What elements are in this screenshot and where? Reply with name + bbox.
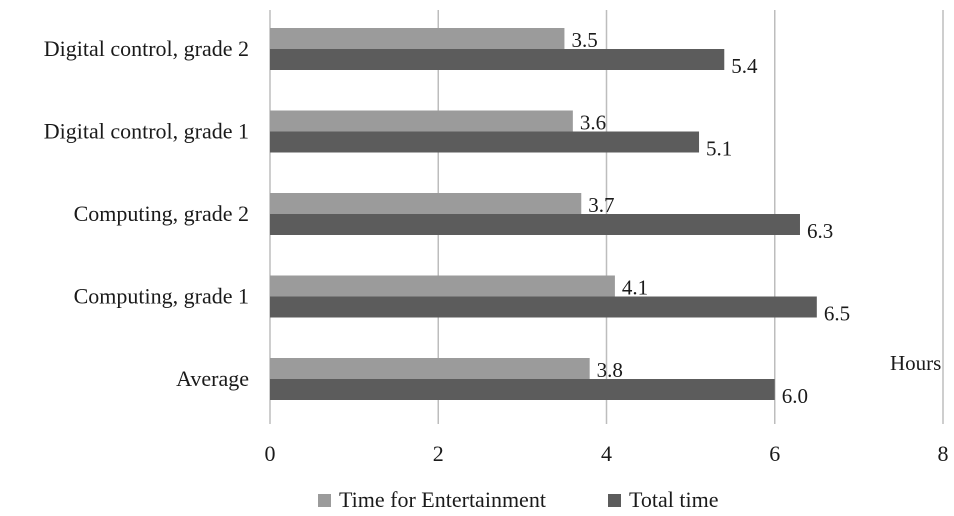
total-time-bar [270, 131, 700, 153]
total-time-bar [270, 49, 725, 70]
legend: Time for Entertainment Total time [318, 487, 719, 512]
category-labels: Digital control, grade 2 Digital control,… [44, 36, 249, 391]
category-label: Computing, grade 2 [74, 201, 249, 226]
data-label: 5.4 [731, 54, 758, 78]
category-label: Digital control, grade 2 [44, 36, 249, 61]
bars [270, 28, 817, 400]
data-label: 3.6 [580, 111, 606, 135]
data-label: 3.5 [571, 28, 597, 52]
data-label: 3.7 [588, 193, 614, 217]
category-label: Average [176, 366, 249, 391]
total-time-bar [270, 379, 775, 400]
x-axis-ticks: 0 2 4 6 8 [265, 441, 949, 466]
entertainment-bar [270, 110, 573, 132]
data-label: 6.5 [824, 302, 850, 326]
legend-swatch-total [608, 494, 621, 507]
x-tick-label: 6 [769, 441, 780, 466]
legend-label: Time for Entertainment [339, 487, 546, 512]
entertainment-bar [270, 193, 582, 214]
category-label: Digital control, grade 1 [44, 119, 249, 144]
data-label: 3.8 [597, 358, 623, 382]
x-axis-unit-label: Hours [890, 351, 941, 375]
data-labels: 3.5 5.4 3.6 5.1 3.7 6.3 4.1 6.5 3.8 6.0 [571, 28, 850, 408]
total-time-bar [270, 214, 800, 235]
data-label: 4.1 [622, 276, 648, 300]
x-tick-label: 0 [265, 441, 276, 466]
legend-swatch-entertainment [318, 494, 331, 507]
legend-label: Total time [629, 487, 719, 512]
x-tick-label: 2 [433, 441, 444, 466]
x-tick-label: 4 [601, 441, 612, 466]
data-label: 5.1 [706, 137, 732, 161]
data-label: 6.3 [807, 219, 833, 243]
category-label: Computing, grade 1 [74, 284, 249, 309]
total-time-bar [270, 296, 817, 318]
entertainment-bar [270, 358, 590, 379]
data-label: 6.0 [782, 384, 808, 408]
x-tick-label: 8 [938, 441, 949, 466]
entertainment-bar [270, 275, 615, 297]
entertainment-bar [270, 28, 565, 49]
